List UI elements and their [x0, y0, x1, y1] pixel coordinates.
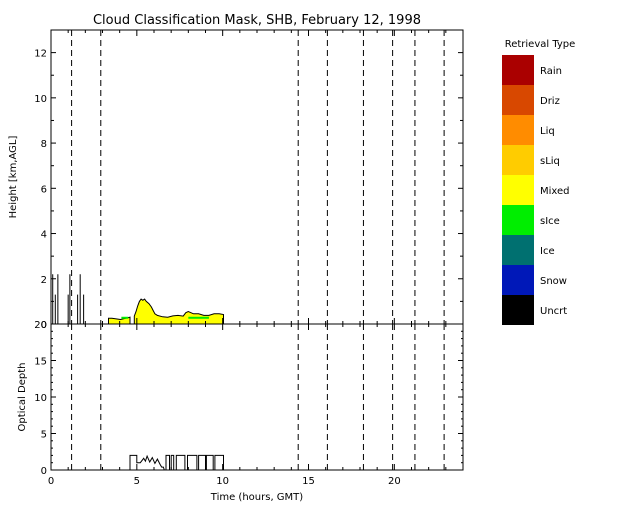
legend-swatch [502, 235, 534, 265]
x-tick-label: 10 [216, 476, 229, 487]
x-tick-label: 5 [134, 476, 140, 487]
legend-swatch [502, 145, 534, 175]
legend-swatch [502, 175, 534, 205]
mask-data-layer: 0 2 4 6 8 10 12 [34, 29, 463, 331]
mask-y-tick-label: 4 [41, 230, 47, 241]
mixed-cloud-region [133, 298, 224, 325]
sice-segment [121, 316, 129, 319]
optical-depth-data-layer: 0 5 10 15 20 [34, 320, 463, 477]
mask-panel-frame [50, 29, 464, 325]
legend-swatch [502, 115, 534, 145]
chart-title: Cloud Classification Mask, SHB, February… [93, 13, 421, 28]
od-y-tick-label: 15 [34, 357, 47, 368]
mask-y-tick-label: 12 [34, 49, 47, 60]
mask-ylabel: Height [km,AGL] [8, 136, 19, 219]
legend-label: Rain [540, 66, 562, 77]
legend-label: Driz [540, 96, 560, 107]
optical-depth-line [129, 454, 224, 471]
optical-depth-ylabel: Optical Depth [17, 363, 28, 432]
optical-depth-panel-frame [50, 323, 464, 471]
x-tick-label: 0 [48, 476, 54, 487]
mask-y-tick-label: 10 [34, 94, 47, 105]
mask-panel: Height [km,AGL] 0 2 4 6 8 10 12 [8, 29, 464, 331]
legend-label: Ice [540, 246, 555, 257]
legend: Retrieval Type Rain Driz Liq sLiq Mixed sIce I… [502, 39, 575, 325]
legend-swatch [502, 85, 534, 115]
x-axis-label: Time (hours, GMT) [210, 492, 304, 503]
od-y-tick-label: 0 [41, 466, 47, 477]
mask-y-tick-label: 6 [41, 184, 47, 195]
legend-label: Uncrt [540, 306, 567, 317]
legend-swatch [502, 205, 534, 235]
mask-y-tick-label: 2 [41, 275, 47, 286]
mask-y-tick-label: 8 [41, 139, 47, 150]
legend-label: Liq [540, 126, 555, 137]
small-cloud-region [108, 316, 131, 325]
mask-y-tick-label: 0 [41, 320, 47, 331]
legend-label: sLiq [540, 156, 560, 167]
x-tick-label: 15 [302, 476, 315, 487]
od-y-tick-label: 10 [34, 393, 47, 404]
legend-label: sIce [540, 216, 560, 227]
optical-depth-panel: Optical Depth 0 5 10 15 20 [17, 320, 464, 477]
od-y-tick-label: 20 [34, 320, 47, 331]
legend-label: Mixed [540, 186, 570, 197]
legend-swatch [502, 55, 534, 85]
legend-swatch [502, 295, 534, 325]
x-tick-label: 20 [388, 476, 401, 487]
legend-swatch [502, 265, 534, 295]
sice-segment [188, 316, 209, 319]
od-y-tick-label: 5 [41, 430, 47, 441]
legend-label: Snow [540, 276, 567, 287]
legend-title: Retrieval Type [505, 39, 576, 50]
